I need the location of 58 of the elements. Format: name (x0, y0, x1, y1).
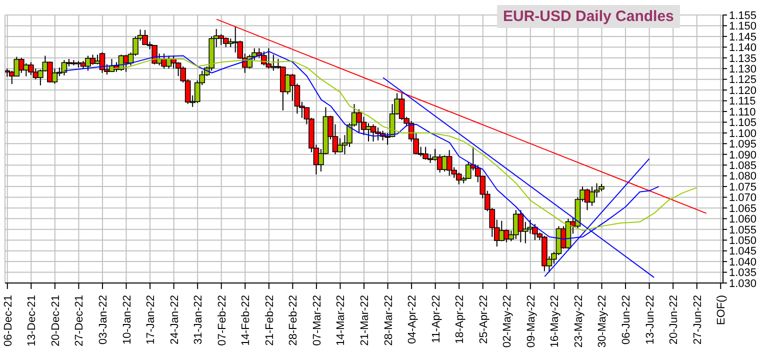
y-tick-label: 1.145 (729, 31, 757, 44)
y-tick-label: 1.090 (729, 149, 757, 162)
y-tick-label: 1.130 (729, 64, 757, 76)
y-tick-label: 1.070 (729, 192, 757, 204)
x-tick-label: 07-Feb-22 (216, 295, 228, 346)
x-tick-label: 06-Jun-22 (620, 295, 633, 345)
y-tick-label: 1.045 (729, 246, 757, 258)
x-tick-label: 07-Mar-22 (311, 295, 324, 346)
y-tick-label: 1.110 (729, 106, 756, 118)
y-tick-label: 1.105 (729, 117, 757, 130)
chart-title: EUR-USD Daily Candles (497, 5, 680, 28)
x-tick-label: 28-Mar-22 (382, 295, 395, 346)
y-tick-label: 1.095 (729, 138, 757, 151)
x-tick-label: 21-Feb-22 (264, 295, 276, 346)
x-tick-label: 24-Jan-22 (168, 295, 181, 345)
x-tick-label: 31-Jan-22 (192, 295, 205, 345)
x-tick-label: 21-Mar-22 (359, 295, 371, 346)
x-tick-label: 16-May-22 (549, 295, 562, 348)
x-tick-label: 30-May-22 (596, 295, 609, 348)
y-tick-label: 1.100 (729, 128, 757, 140)
x-tick-label: 27-Jun-22 (692, 295, 704, 345)
x-tick-label: 14-Feb-22 (240, 295, 252, 346)
y-tick-label: 1.150 (729, 20, 757, 33)
x-tick-label: 13-Jun-22 (644, 295, 656, 345)
y-tick-label: 1.140 (729, 42, 757, 54)
y-tick-label: 1.060 (729, 214, 757, 226)
y-tick-label: 1.040 (729, 256, 757, 268)
y-tick-label: 1.135 (729, 52, 757, 65)
y-tick-label: 1.050 (729, 235, 757, 248)
x-tick-label: 18-Apr-22 (454, 295, 466, 344)
x-tick-label: 20-Dec-21 (50, 295, 62, 346)
y-tick-label: 1.065 (729, 202, 757, 215)
y-tick-label: 1.075 (729, 181, 757, 194)
x-tick-label: 11-Apr-22 (430, 295, 442, 344)
x-tick-label: 06-Dec-21 (2, 295, 14, 346)
x-tick-label: 04-Apr-22 (406, 295, 419, 344)
y-tick-label: 1.035 (729, 267, 757, 280)
y-tick-label: 1.030 (729, 278, 757, 290)
x-tick-label: 13-Dec-21 (26, 295, 38, 346)
x-tick-label: 02-May-22 (502, 295, 514, 348)
x-tick-label: 17-Jan-22 (145, 295, 158, 345)
y-tick-label: 1.120 (729, 84, 757, 97)
y-tick-label: 1.055 (729, 224, 757, 236)
y-tick-label: 1.115 (729, 96, 756, 108)
x-tick-label: 27-Dec-21 (74, 295, 86, 346)
x-tick-label: 14-Mar-22 (335, 295, 348, 346)
y-tick-label: 1.125 (729, 74, 757, 86)
x-tick-label: 10-Jan-22 (121, 295, 134, 345)
y-tick-label: 1.155 (729, 10, 757, 22)
x-tick-label: 28-Feb-22 (288, 295, 300, 346)
y-tick-label: 1.085 (729, 160, 757, 172)
y-tick-label: 1.080 (729, 170, 757, 183)
x-tick-label: EOF() (716, 295, 728, 325)
x-tick-label: 25-Apr-22 (478, 295, 490, 344)
x-tick-label: 20-Jun-22 (668, 295, 680, 345)
x-tick-label: 09-May-22 (525, 295, 538, 348)
x-tick-label: 03-Jan-22 (97, 295, 110, 345)
x-tick-label: 23-May-22 (572, 295, 585, 348)
